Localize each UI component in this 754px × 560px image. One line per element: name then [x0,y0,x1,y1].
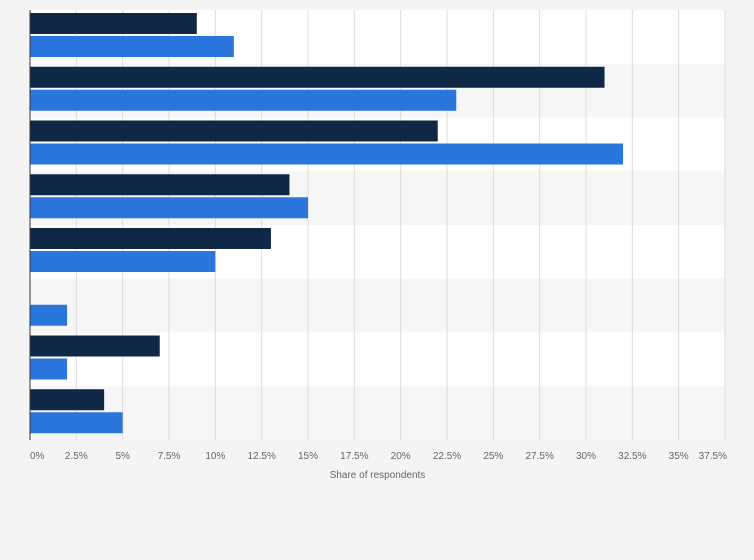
x-tick-label: 0% [30,451,45,462]
bar-series-2 [30,143,624,165]
bar-series-1 [30,13,197,34]
x-tick-label: 25% [483,451,503,462]
x-tick-label: 22.5% [433,451,461,462]
x-tick-label: 20% [391,451,411,462]
x-tick-label: 7.5% [158,451,181,462]
bar-series-2 [30,358,68,380]
bar-series-2 [30,412,123,434]
bar-series-1 [30,335,160,357]
row-band [30,386,725,440]
x-tick-label: 10% [205,451,225,462]
bar-series-2 [30,36,234,57]
x-tick-label: 15% [298,451,318,462]
bars [30,13,624,434]
row-band [30,278,725,333]
x-axis-label: Share of respondents [330,470,426,481]
x-tick-label: 37.5% [699,451,727,462]
bar-series-1 [30,66,605,88]
x-tick-label: 27.5% [525,451,553,462]
x-tick-label: 12.5% [247,451,275,462]
bar-series-2 [30,89,457,111]
x-tick-label: 32.5% [618,451,646,462]
bar-series-1 [30,174,290,196]
x-tick-label: 5% [115,451,130,462]
bar-series-1 [30,389,105,411]
x-tick-labels: 0% 2.5% 5% 7.5% 10% 12.5% 15% 17.5% 20% 22.5% 25% 2… [30,451,727,462]
bar-series-1 [30,228,271,249]
bar-series-2 [30,304,68,326]
bar-series-2 [30,197,308,219]
x-tick-label: 17.5% [340,451,368,462]
bar-series-1 [30,120,438,142]
x-tick-label: 2.5% [65,451,88,462]
x-tick-label: 30% [576,451,596,462]
bar-series-2 [30,251,216,272]
x-tick-label: 35% [669,451,689,462]
